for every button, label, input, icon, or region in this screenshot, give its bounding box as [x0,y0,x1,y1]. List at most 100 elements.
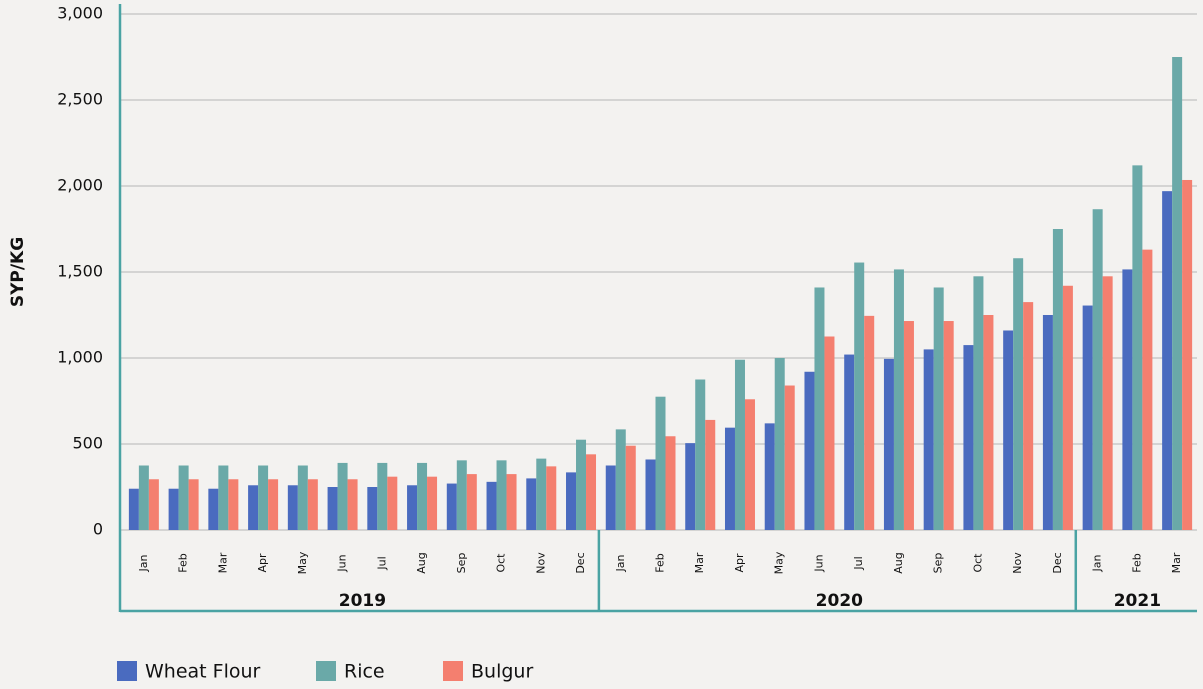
bar [1172,57,1183,530]
bar [337,462,348,530]
x-tick-label: Feb [654,553,667,572]
bar [1122,269,1133,530]
bar [605,465,616,530]
bar [734,359,745,530]
bar [744,399,755,530]
bar [188,479,199,530]
x-tick-label: Aug [892,552,905,573]
bar [1132,165,1143,531]
bar [854,262,865,530]
x-tick-label: Jul [375,556,388,570]
x-tick-label: Feb [177,553,190,572]
bar [367,487,378,530]
bar [1013,258,1024,530]
bar [268,479,279,530]
x-tick-label: Jan [614,554,627,572]
bar [724,427,735,530]
bar [566,472,577,530]
bar [496,460,507,530]
bar [824,336,835,530]
x-tick-label: Sep [455,553,468,574]
bar [943,321,954,530]
legend-label: Wheat Flour [145,661,261,683]
bar [1003,330,1014,530]
bar [456,460,467,530]
bar [138,465,149,530]
bar [1023,302,1034,530]
group-label: 2021 [1114,591,1161,611]
legend-swatch [117,661,137,681]
x-tick-label: Apr [733,553,746,573]
x-tick-label: Dec [574,552,587,573]
bar [774,358,785,530]
x-tick-label: Aug [415,552,428,573]
x-tick-label: Mar [693,552,706,573]
y-tick-label: 2,000 [57,176,103,195]
bar [466,474,477,530]
bar [208,488,219,530]
bar [148,479,159,530]
bar [655,396,666,530]
legend-swatch [316,661,336,681]
x-tick-label: Mar [216,552,229,573]
y-tick-label: 0 [93,520,103,539]
bar [327,487,338,530]
bar [417,462,428,530]
bar [685,443,696,530]
bar [576,439,587,530]
bar [695,379,706,530]
bar [586,454,597,530]
bar [1082,305,1093,530]
bar [893,269,904,530]
bar [536,458,547,530]
bar [248,485,259,530]
bar [347,479,358,530]
bar [923,349,934,530]
x-tick-label: Jan [1091,554,1104,572]
y-axis-label: SYP/KG [8,237,28,307]
bar [864,315,875,530]
bar [387,476,398,530]
bar [526,478,537,530]
bar [258,465,269,530]
bar [506,474,517,530]
x-tick-label: Nov [1011,552,1024,574]
bar [903,321,914,530]
bar [1182,179,1193,531]
bar [297,465,308,530]
bar [804,371,815,530]
bar [933,287,944,530]
bar [983,315,994,530]
bar [486,481,497,530]
bar [168,488,179,530]
bar [1062,285,1073,530]
x-tick-label: Sep [932,553,945,574]
bar [1162,191,1173,530]
x-tick-label: Jun [812,554,825,572]
bar [446,483,457,530]
bar [427,476,438,530]
bar [625,445,636,530]
bar [973,276,984,530]
bar [844,354,855,530]
bar [1102,276,1113,530]
group-label: 2020 [816,591,863,611]
bar [615,429,626,530]
y-tick-label: 1,000 [57,348,103,367]
y-tick-label: 1,500 [57,262,103,281]
bar [128,488,139,530]
bar [407,485,418,530]
x-tick-label: Feb [1130,553,1143,572]
x-tick-label: Nov [534,552,547,574]
x-tick-label: Oct [495,553,508,573]
bar [665,436,676,530]
legend-label: Bulgur [471,661,533,683]
bar [1092,209,1103,530]
x-tick-label: May [773,551,786,574]
bar [764,423,775,530]
bar [645,459,656,530]
bar [784,385,795,530]
bar [814,287,825,530]
x-tick-label: Mar [1170,552,1183,573]
